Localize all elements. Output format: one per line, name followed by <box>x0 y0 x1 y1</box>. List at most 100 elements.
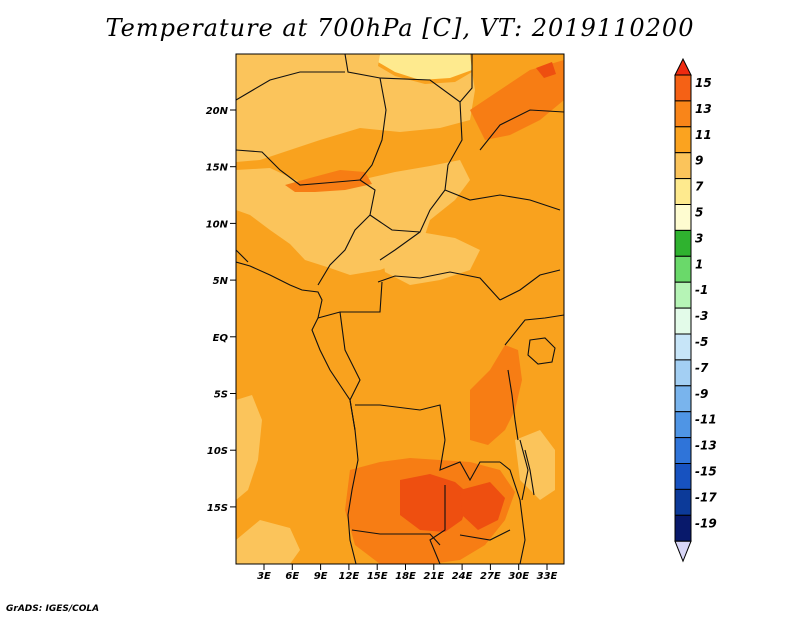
border-ethiopia <box>479 109 564 151</box>
lon-tick-label: 24E <box>452 571 473 582</box>
map-frame <box>235 53 565 565</box>
chart-title: Temperature at 700hPa [C], VT: 201911020… <box>105 14 695 42</box>
colorbar-label: -15 <box>695 465 717 479</box>
colorbar-swatch <box>674 514 692 542</box>
colorbar-swatch <box>674 126 692 154</box>
colorbar-swatch <box>674 152 692 180</box>
colorbar-label: -1 <box>695 283 708 297</box>
colorbar-label: -17 <box>695 490 717 504</box>
lon-tick-label: 21E <box>423 571 444 582</box>
lake-malawi <box>524 449 535 496</box>
lon-tick-label: 9E <box>314 571 328 582</box>
lake-victoria <box>527 337 556 365</box>
colorbar-label: 15 <box>695 76 712 90</box>
border-algeria-niger <box>236 71 345 101</box>
colorbar-label: 7 <box>695 180 704 194</box>
hot-region-south-b <box>460 482 505 530</box>
colorbar-label: 3 <box>695 231 703 245</box>
border-drc-angola <box>355 404 446 441</box>
light-region-southwest <box>236 520 300 564</box>
colorbar-swatch <box>674 204 692 231</box>
colorbar-swatch <box>674 307 692 335</box>
coastline-gulf-guinea <box>236 249 249 263</box>
border-sudan-southsudan <box>444 189 561 211</box>
colorbar-label: -3 <box>695 309 708 323</box>
border-libya-chad <box>344 54 473 103</box>
temperature-map <box>236 54 564 564</box>
colorbar-swatch <box>674 411 692 439</box>
colorbar-swatch <box>674 74 692 102</box>
warm-region-northeast <box>470 60 564 140</box>
border-angola-zambia <box>439 439 500 482</box>
colorbar-label: -7 <box>695 361 709 375</box>
warm-region-sahel <box>285 170 372 192</box>
colorbar-swatch <box>674 100 692 128</box>
hot-region-northeast-peak <box>536 62 556 78</box>
lat-tick-label: 5S <box>214 390 228 401</box>
colorbar-label: 11 <box>695 128 712 142</box>
colorbar-label: 9 <box>695 154 703 168</box>
colorbar-swatch <box>674 178 692 206</box>
hot-region-south-a <box>400 474 470 532</box>
colorbar-top-arrow <box>674 57 692 76</box>
lon-tick-label: 30E <box>508 571 529 582</box>
border-zimbabwe <box>459 529 511 541</box>
longitude-axis: 3E 6E 9E 12E 15E 18E 21E 24E 27E 30E 33E <box>257 564 558 582</box>
credit-label: GrADS: IGES/COLA <box>6 604 100 614</box>
border-zambia-south <box>429 485 446 564</box>
colorbar-swatch <box>674 359 692 387</box>
lon-tick-label: 3E <box>257 571 271 582</box>
border-southsudan-east <box>499 269 561 301</box>
latitude-axis: 20N 15N 10N 5N EQ 5S 10S 15S <box>206 106 236 514</box>
colorbar-swatch <box>674 488 692 516</box>
pale-region-north <box>378 54 472 80</box>
colorbar-swatch <box>674 229 692 257</box>
lat-tick-label: 5N <box>213 276 229 287</box>
border-chad-car <box>369 214 421 233</box>
colorbar-label: -11 <box>695 413 717 427</box>
lon-tick-label: 6E <box>285 571 299 582</box>
lat-tick-label: 10S <box>207 446 228 457</box>
colorbar-label: -9 <box>695 387 708 401</box>
border-nigeria-cameroon <box>317 179 376 286</box>
border-malawi <box>519 439 529 501</box>
colorbar-swatch <box>674 255 692 283</box>
light-region-central-north <box>380 232 480 285</box>
lat-tick-label: 20N <box>206 106 229 117</box>
border-niger-nigeria <box>236 149 361 186</box>
coastline-west <box>236 261 359 564</box>
country-borders <box>236 54 564 564</box>
border-niger-chad <box>359 77 387 181</box>
colorbar-label: -5 <box>695 335 708 349</box>
warm-region-rift <box>470 345 522 445</box>
colorbar: 15 13 11 9 7 5 3 1 -1 -3 -5 -7 -9 -11 -13 -15 -17 -19 <box>674 57 717 563</box>
lat-tick-label: EQ <box>213 333 229 344</box>
colorbar-swatch <box>674 385 692 413</box>
light-region-west-coast <box>236 395 262 500</box>
colorbar-label: 1 <box>695 257 703 271</box>
colorbar-label: -19 <box>695 516 717 530</box>
lat-tick-label: 15S <box>207 503 228 514</box>
light-region-north <box>236 54 475 162</box>
colorbar-label: 5 <box>695 206 703 220</box>
border-tanzania <box>504 314 564 346</box>
lat-tick-label: 15N <box>206 163 229 174</box>
lon-tick-label: 18E <box>395 571 416 582</box>
lon-tick-label: 12E <box>339 571 360 582</box>
colorbar-label: -13 <box>695 439 717 453</box>
lake-tanganyika <box>507 369 519 441</box>
lon-tick-label: 27E <box>480 571 501 582</box>
lon-tick-label: 15E <box>367 571 388 582</box>
colorbar-bottom-arrow <box>674 540 692 563</box>
colorbar-swatch <box>674 437 692 465</box>
colorbar-label: 13 <box>695 102 712 116</box>
border-angola-namibia <box>351 529 441 546</box>
border-chad-sudan <box>379 101 463 261</box>
lat-tick-label: 10N <box>206 219 229 230</box>
border-car-drc <box>377 271 501 301</box>
border-mozambique <box>499 461 526 564</box>
border-cameroon-gabon <box>317 281 383 319</box>
colorbar-swatch <box>674 281 692 309</box>
lon-tick-label: 33E <box>537 571 558 582</box>
